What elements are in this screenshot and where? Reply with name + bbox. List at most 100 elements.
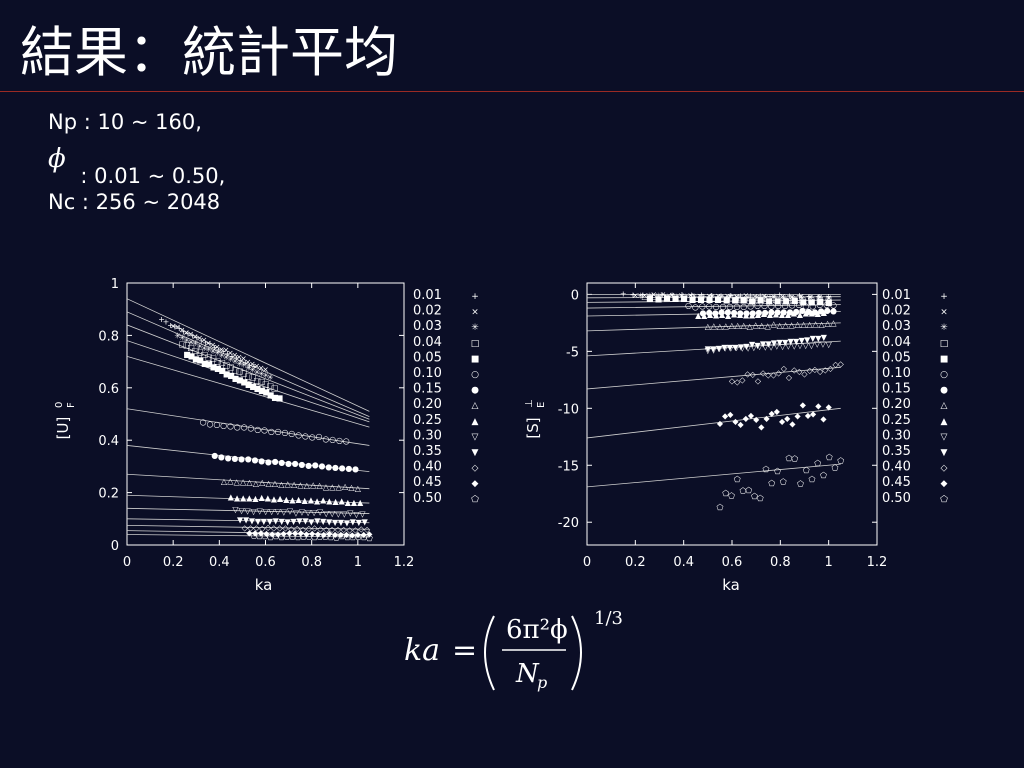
data-point: ● bbox=[345, 464, 352, 473]
data-point: ▼ bbox=[243, 515, 250, 524]
data-point: ■ bbox=[201, 359, 209, 368]
data-point: × bbox=[816, 292, 823, 301]
data-point: + bbox=[776, 291, 783, 300]
data-point: ⬠ bbox=[791, 455, 798, 464]
data-point: ○ bbox=[247, 424, 254, 433]
data-point: ◆ bbox=[252, 529, 259, 538]
data-point: ▽ bbox=[305, 508, 312, 517]
data-point: ⬠ bbox=[256, 532, 263, 541]
x-tick-label: 0.4 bbox=[209, 555, 230, 570]
legend-marker: ▲ bbox=[941, 417, 948, 427]
data-point: ⬠ bbox=[757, 494, 764, 503]
legend-marker: ✳ bbox=[471, 323, 479, 333]
data-point: ▲ bbox=[725, 311, 732, 320]
data-point: ✳ bbox=[179, 334, 186, 343]
data-point: ▲ bbox=[713, 311, 720, 320]
data-point: ⬠ bbox=[272, 532, 279, 541]
data-point: ◆ bbox=[763, 414, 770, 423]
data-point: ■ bbox=[672, 294, 680, 303]
data-point: ▽ bbox=[281, 507, 288, 516]
data-point: ◆ bbox=[779, 417, 786, 426]
data-point: ▽ bbox=[335, 509, 342, 518]
data-point: ○ bbox=[227, 421, 234, 430]
data-point: ■ bbox=[254, 384, 262, 393]
data-point: ▼ bbox=[350, 517, 357, 526]
data-point: ● bbox=[787, 308, 794, 317]
data-point: □ bbox=[790, 296, 798, 305]
data-point: × bbox=[253, 361, 260, 370]
data-point: ● bbox=[339, 464, 346, 473]
data-point: ◇ bbox=[300, 525, 307, 534]
data-point: ○ bbox=[692, 302, 699, 311]
data-point: + bbox=[708, 291, 715, 300]
data-point: ○ bbox=[200, 418, 207, 427]
data-point: ◇ bbox=[352, 525, 359, 534]
data-point: ▽ bbox=[347, 508, 354, 517]
data-point: △ bbox=[735, 321, 742, 330]
formula-numerator: 6π²ϕ bbox=[506, 615, 568, 645]
data-point: □ bbox=[262, 379, 270, 388]
legend-label: 0.40 bbox=[882, 460, 911, 475]
data-point: △ bbox=[227, 476, 234, 485]
data-point: ⬠ bbox=[716, 503, 723, 512]
data-point: ● bbox=[231, 454, 238, 463]
data-point: ⬠ bbox=[837, 457, 844, 466]
legend-label: 0.45 bbox=[882, 475, 911, 490]
data-point: □ bbox=[183, 341, 191, 350]
data-point: ◇ bbox=[288, 524, 295, 533]
data-point: ◆ bbox=[263, 529, 270, 538]
data-point: ⬠ bbox=[803, 466, 810, 475]
data-point: ✳ bbox=[201, 344, 208, 353]
data-point: ▲ bbox=[234, 493, 241, 502]
data-point: × bbox=[825, 293, 832, 302]
data-point: ◆ bbox=[784, 414, 791, 423]
data-point: ■ bbox=[276, 394, 284, 403]
data-point: △ bbox=[221, 477, 228, 486]
data-point: ⬠ bbox=[360, 533, 367, 542]
data-point: ▽ bbox=[232, 505, 239, 514]
data-point: ◆ bbox=[810, 410, 817, 419]
data-point: ✳ bbox=[210, 347, 217, 356]
data-point: ▼ bbox=[296, 516, 303, 525]
x-tick-label: 1.2 bbox=[394, 555, 415, 570]
series-0.35: ▼ ▼ ▼ ▼ ▼ ▼ ▼ ▼ ▼ ▼ ▼ ▼ ▼ ▼ ▼ ▼ ▼ ▼ ▼ ▼ ▼ ▼ bbox=[237, 515, 369, 527]
data-point: × bbox=[687, 291, 694, 300]
fit-line bbox=[587, 366, 841, 390]
x-tick-label: 0 bbox=[123, 555, 131, 570]
data-point: □ bbox=[772, 295, 780, 304]
fit-line bbox=[127, 518, 370, 524]
data-point: □ bbox=[641, 292, 649, 301]
data-point: ▽ bbox=[287, 507, 294, 516]
data-point: × bbox=[187, 329, 194, 338]
data-point: ▲ bbox=[302, 496, 309, 505]
data-point: × bbox=[236, 353, 243, 362]
data-point: + bbox=[737, 291, 744, 300]
data-point: ▲ bbox=[308, 495, 315, 504]
y-axis-label-sup: 0 bbox=[54, 402, 65, 408]
fit-line bbox=[127, 530, 370, 535]
data-point: ● bbox=[352, 464, 359, 473]
legend-marker: ■ bbox=[471, 354, 480, 364]
legend-marker: ✳ bbox=[940, 323, 948, 333]
data-point: ⬠ bbox=[768, 479, 775, 488]
data-point: ▼ bbox=[815, 334, 822, 343]
data-point: × bbox=[761, 291, 768, 300]
series-0.20: △ △ △ △ △ △ △ △ △ △ △ △ △ △ △ △ △ △ △ △ △ △ bbox=[705, 318, 838, 331]
data-point: ▼ bbox=[308, 517, 315, 526]
data-point: ◆ bbox=[349, 531, 356, 540]
data-point: ✳ bbox=[691, 292, 698, 301]
data-point: ✳ bbox=[682, 293, 689, 302]
data-point: ▽ bbox=[263, 507, 270, 516]
data-point: + bbox=[649, 291, 656, 300]
x-tick-label: 0.6 bbox=[722, 555, 743, 570]
data-point: ▼ bbox=[738, 343, 745, 352]
fit-line bbox=[587, 296, 841, 299]
data-point: ▲ bbox=[797, 310, 804, 319]
y-axis-label-sub: E bbox=[536, 402, 547, 408]
legend-label: 0.50 bbox=[413, 491, 442, 506]
data-point: ● bbox=[731, 308, 738, 317]
data-point: ◆ bbox=[758, 423, 765, 432]
series-0.20: △ △ △ △ △ △ △ △ △ △ △ △ △ △ △ △ △ △ △ △ △ △ bbox=[221, 476, 362, 493]
